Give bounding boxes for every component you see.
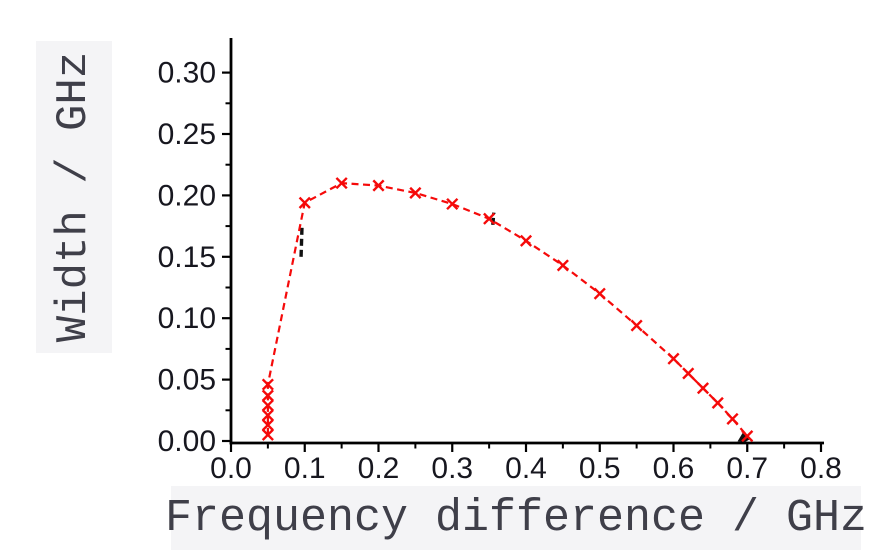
series-x-marker	[261, 409, 274, 422]
series-x-marker	[556, 259, 569, 272]
x-tick-label: 0.7	[726, 452, 768, 485]
series-x-marker	[519, 234, 533, 247]
x-tick-label: 0.3	[431, 452, 473, 485]
series-x-marker	[682, 367, 695, 380]
y-tick-label: 0.00	[158, 425, 216, 458]
x-tick-label: 0.4	[505, 452, 547, 485]
x-tick-label: 0.2	[358, 452, 400, 485]
series-x-marker	[593, 287, 606, 300]
series-x-marker	[261, 378, 274, 391]
series-x-marker	[335, 177, 348, 190]
black-dash-mark	[299, 224, 304, 257]
series-x-marker	[372, 179, 385, 192]
y-tick-label: 0.05	[158, 364, 216, 397]
series-x-marker	[298, 196, 311, 209]
series-x-marker	[261, 428, 274, 441]
series-x-marker	[696, 382, 710, 395]
series-x-marker	[409, 186, 422, 199]
series-x-marker	[261, 389, 274, 402]
x-tick-label: 0.0	[210, 452, 252, 485]
x-tick-label: 0.8	[800, 452, 842, 485]
series-x-marker	[711, 396, 724, 409]
series-x-marker	[726, 412, 739, 425]
series-x-marker	[261, 418, 274, 432]
y-tick-label: 0.15	[158, 241, 216, 274]
series-x-marker	[667, 352, 680, 365]
y-tick-label: 0.20	[158, 179, 216, 212]
y-tick-label: 0.30	[158, 57, 216, 90]
series-x-marker	[630, 319, 643, 332]
x-tick-label: 0.6	[653, 452, 695, 485]
x-axis-label-band: Frequency difference / GHz	[165, 486, 867, 550]
black-endpoint-diamond-marker	[737, 431, 750, 443]
y-tick-label: 0.10	[158, 302, 216, 335]
series-x-marker	[483, 212, 496, 225]
y-tick-label: 0.25	[158, 118, 216, 151]
series-x-marker	[261, 399, 274, 412]
series-x-marker	[741, 430, 754, 443]
series-line	[266, 182, 749, 437]
y-axis-label-band: Width / GHz	[36, 41, 112, 353]
x-tick-label: 0.5	[579, 452, 621, 485]
x-tick-label: 0.1	[284, 452, 326, 485]
x-axis-label: Frequency difference / GHz	[164, 492, 868, 544]
series-x-marker	[446, 197, 459, 211]
